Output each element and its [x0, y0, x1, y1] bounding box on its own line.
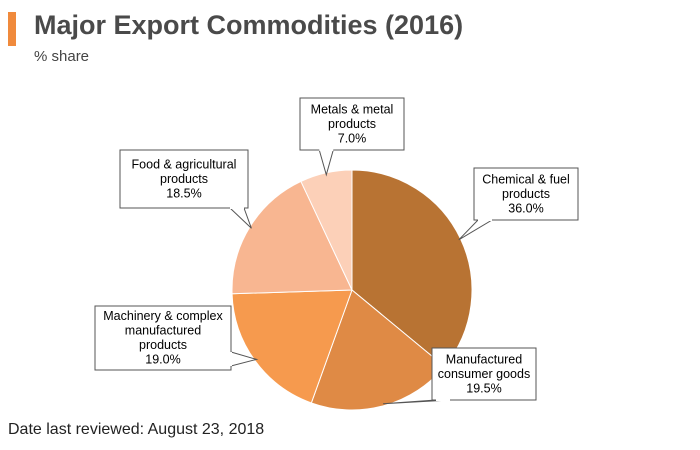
slice-category-label: manufactured	[125, 324, 201, 338]
slice-category-label: Machinery & complex	[103, 309, 223, 323]
slice-value-label: 19.0%	[145, 353, 180, 367]
slice-category-label: products	[160, 172, 208, 186]
slice-category-label: products	[139, 338, 187, 352]
slice-category-label: products	[328, 117, 376, 131]
slice-category-label: Food & agricultural	[132, 157, 237, 171]
date-last-reviewed: Date last reviewed: August 23, 2018	[8, 421, 265, 438]
slice-label-callout: Machinery & complexmanufacturedproducts1…	[94, 305, 259, 371]
slice-category-label: Metals & metal	[311, 102, 394, 116]
pie-slice	[231, 289, 353, 404]
slice-category-label: Chemical & fuel	[482, 172, 570, 186]
slice-category-label: consumer goods	[438, 367, 530, 381]
title-accent-bar	[8, 12, 16, 46]
slice-value-label: 7.0%	[338, 131, 367, 145]
slice-value-label: 19.5%	[466, 381, 501, 395]
slice-value-label: 36.0%	[508, 201, 543, 215]
slice-value-label: 18.5%	[166, 186, 201, 200]
chart-subtitle: % share	[34, 48, 90, 65]
slice-category-label: Manufactured	[446, 352, 522, 366]
chart-title: Major Export Commodities (2016)	[34, 10, 464, 40]
slice-category-label: products	[502, 187, 550, 201]
